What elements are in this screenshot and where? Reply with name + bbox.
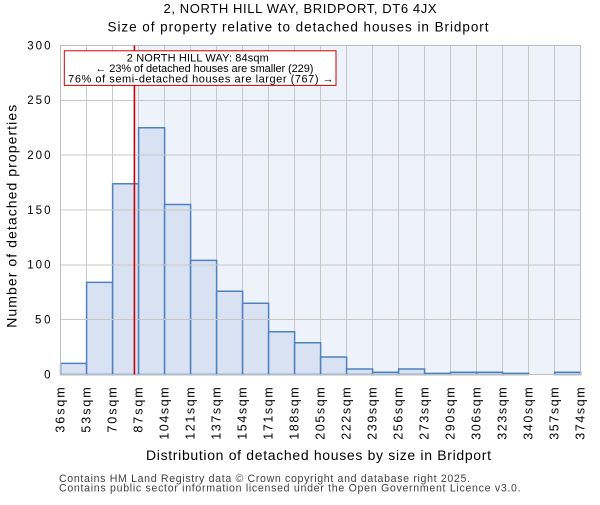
svg-text:205sqm: 205sqm xyxy=(314,387,328,440)
svg-text:300: 300 xyxy=(27,40,50,52)
svg-text:273sqm: 273sqm xyxy=(418,387,432,440)
svg-text:36sqm: 36sqm xyxy=(54,387,68,432)
svg-text:137sqm: 137sqm xyxy=(210,387,224,440)
svg-text:Size of property relative to d: Size of property relative to detached ho… xyxy=(108,19,489,34)
svg-text:100: 100 xyxy=(27,260,50,272)
svg-text:222sqm: 222sqm xyxy=(340,387,354,440)
svg-text:104sqm: 104sqm xyxy=(158,387,172,440)
svg-text:2, NORTH HILL WAY, BRIDPORT, D: 2, NORTH HILL WAY, BRIDPORT, DT6 4JX xyxy=(164,1,437,16)
svg-text:Contains HM Land Registry data: Contains HM Land Registry data © Crown c… xyxy=(59,473,470,485)
svg-text:340sqm: 340sqm xyxy=(522,387,536,440)
svg-text:306sqm: 306sqm xyxy=(470,387,484,440)
svg-text:239sqm: 239sqm xyxy=(366,387,380,440)
svg-text:323sqm: 323sqm xyxy=(496,387,510,440)
svg-text:188sqm: 188sqm xyxy=(288,387,302,440)
svg-text:87sqm: 87sqm xyxy=(132,387,146,432)
svg-text:0: 0 xyxy=(44,369,50,381)
svg-text:250: 250 xyxy=(27,95,50,107)
svg-text:154sqm: 154sqm xyxy=(236,387,250,440)
svg-text:357sqm: 357sqm xyxy=(548,387,562,440)
svg-text:2 NORTH HILL WAY: 84sqm: 2 NORTH HILL WAY: 84sqm xyxy=(127,52,269,64)
svg-text:Number of detached properties: Number of detached properties xyxy=(3,105,19,328)
svg-text:256sqm: 256sqm xyxy=(392,387,406,440)
svg-text:200: 200 xyxy=(27,150,50,162)
svg-text:121sqm: 121sqm xyxy=(184,387,198,440)
svg-text:76% of semi-detached houses ar: 76% of semi-detached houses are larger (… xyxy=(68,74,334,86)
svg-text:150: 150 xyxy=(27,205,50,217)
svg-text:70sqm: 70sqm xyxy=(106,387,120,432)
svg-text:171sqm: 171sqm xyxy=(262,387,276,440)
svg-text:53sqm: 53sqm xyxy=(80,387,94,432)
svg-text:← 23% of detached houses are s: ← 23% of detached houses are smaller (22… xyxy=(95,63,313,75)
svg-text:290sqm: 290sqm xyxy=(444,387,458,440)
svg-text:Distribution of detached house: Distribution of detached houses by size … xyxy=(146,447,491,463)
svg-text:374sqm: 374sqm xyxy=(574,387,588,440)
svg-text:Contains public sector informa: Contains public sector information licen… xyxy=(59,483,521,495)
